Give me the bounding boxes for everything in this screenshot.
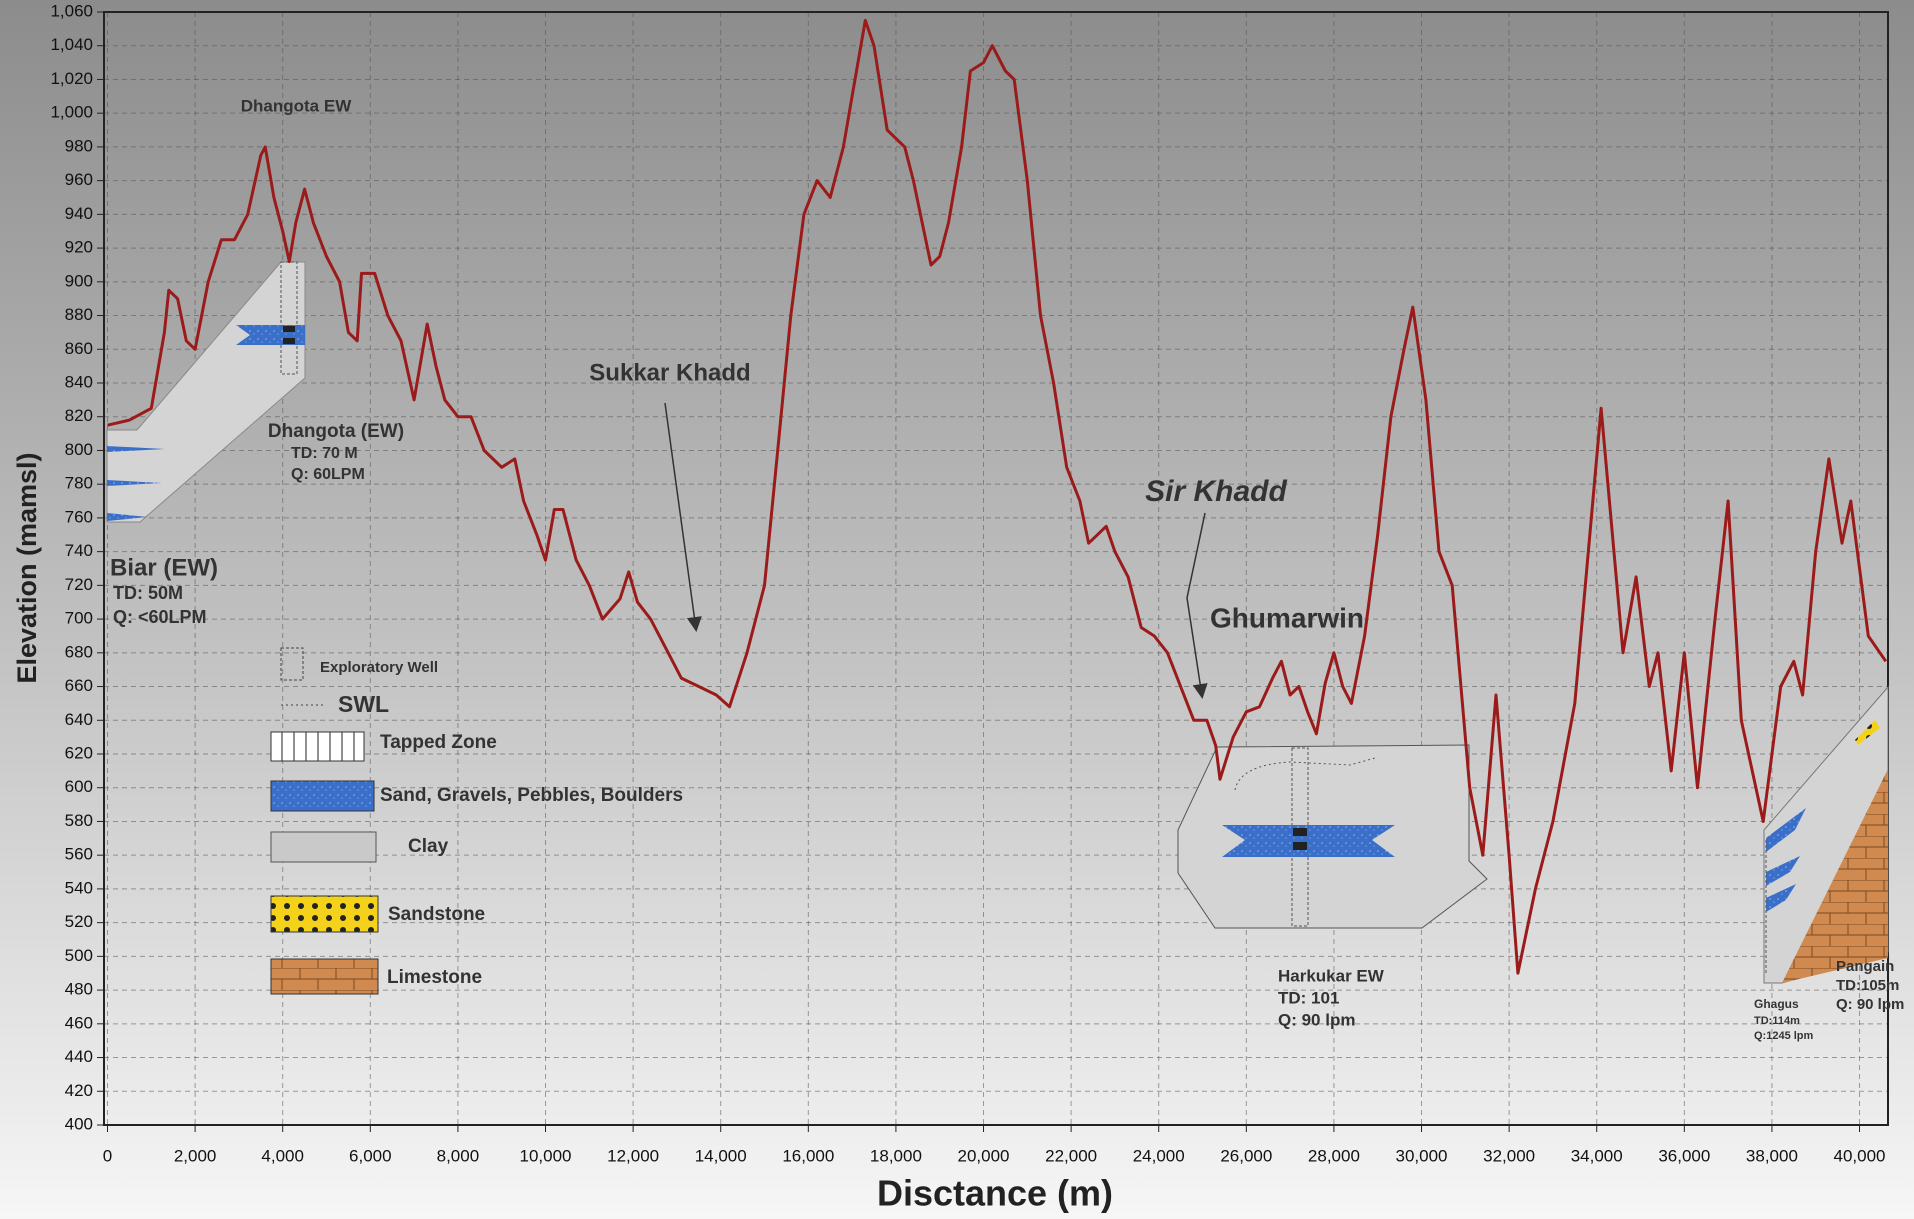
y-tick-label: 780 (65, 474, 93, 493)
x-tick-label: 34,000 (1571, 1146, 1623, 1165)
x-tick-label: 24,000 (1133, 1146, 1185, 1165)
elevation-line (107, 18, 1888, 975)
x-axis-title: Disctance (m) (877, 1173, 1113, 1214)
y-tick-label: 520 (65, 912, 93, 931)
annotation: Ghumarwin (1210, 602, 1364, 633)
legend-symbols (270, 647, 379, 995)
legend-label: Exploratory Well (320, 659, 438, 676)
x-tick-label: 14,000 (695, 1146, 747, 1165)
y-tick-label: 620 (65, 743, 93, 762)
annotations: Dhangota EW Dhangota (EW) TD: 70 M Q: 60… (110, 96, 1904, 1041)
annotation: Pangain (1836, 958, 1894, 975)
annotation: Dhangota (EW) (268, 421, 404, 442)
x-tick-label: 40,000 (1834, 1146, 1886, 1165)
x-tick-label: 32,000 (1483, 1146, 1535, 1165)
annotation: Sukkar Khadd (589, 359, 750, 386)
annotation: Q: 90 lpm (1836, 996, 1904, 1013)
y-tick-label: 680 (65, 642, 93, 661)
arrow (664, 402, 702, 632)
annotation: Dhangota EW (241, 96, 352, 115)
x-tick-label: 20,000 (958, 1146, 1010, 1165)
y-axis-title: Elevation (mamsl) (12, 452, 42, 683)
annotation: Q: <60LPM (113, 607, 207, 627)
annotation: Sir Khadd (1145, 475, 1287, 508)
y-tick-label: 720 (65, 575, 93, 594)
arrow (1186, 512, 1208, 699)
legend-label: Sand, Gravels, Pebbles, Boulders (380, 785, 683, 806)
y-tick-label: 580 (65, 811, 93, 830)
x-tick-label: 8,000 (437, 1146, 480, 1165)
annotation: Biar (EW) (110, 554, 218, 581)
y-tick-label: 700 (65, 609, 93, 628)
annotation: TD:114m (1754, 1015, 1800, 1027)
y-tick-label: 460 (65, 1013, 93, 1032)
x-tick-label: 12,000 (607, 1146, 659, 1165)
y-tick-label: 800 (65, 440, 93, 459)
x-tick-label: 26,000 (1220, 1146, 1272, 1165)
x-tick-label: 38,000 (1746, 1146, 1798, 1165)
annotation: Harkukar EW (1278, 966, 1385, 985)
annotation: Q: 60LPM (291, 466, 365, 483)
y-tick-label: 760 (65, 507, 93, 526)
y-tick-label: 900 (65, 271, 93, 290)
y-tick-label: 820 (65, 406, 93, 425)
y-tick-label: 640 (65, 710, 93, 729)
y-tick-label: 660 (65, 676, 93, 695)
annotation: TD:105m (1836, 977, 1899, 994)
x-tick-label: 18,000 (870, 1146, 922, 1165)
annotation: TD: 70 M (291, 445, 358, 462)
legend-label: Sandstone (388, 904, 485, 925)
x-tick-label: 36,000 (1658, 1146, 1710, 1165)
y-tick-label: 420 (65, 1081, 93, 1100)
well-diagrams (106, 261, 1889, 984)
y-tick-label: 600 (65, 777, 93, 796)
x-tick-label: 4,000 (261, 1146, 304, 1165)
x-tick-label: 10,000 (520, 1146, 572, 1165)
annotation: Q:1245 lpm (1754, 1030, 1814, 1042)
x-tick-label: 28,000 (1308, 1146, 1360, 1165)
y-tick-label: 1,040 (50, 35, 93, 54)
annotation: Ghagus (1754, 997, 1799, 1011)
legend-label: SWL (338, 691, 389, 717)
x-tick-label: 22,000 (1045, 1146, 1097, 1165)
x-tick-label: 30,000 (1396, 1146, 1448, 1165)
y-tick-label: 880 (65, 305, 93, 324)
x-tick-label: 0 (103, 1146, 112, 1165)
legend-label: Tapped Zone (380, 732, 497, 753)
annotation: TD: 50M (113, 583, 183, 603)
x-tick-label: 2,000 (174, 1146, 217, 1165)
legend: Exploratory Well SWL Tapped Zone Sand, G… (320, 659, 683, 988)
legend-label: Clay (408, 836, 449, 857)
y-tick-label: 960 (65, 170, 93, 189)
x-tick-label: 6,000 (349, 1146, 392, 1165)
y-tick-label: 740 (65, 541, 93, 560)
annotation: Q: 90 lpm (1278, 1010, 1355, 1029)
x-tick-label: 16,000 (782, 1146, 834, 1165)
y-tick-label: 1,000 (50, 103, 93, 122)
y-tick-label: 1,060 (50, 1, 93, 20)
y-tick-label: 500 (65, 946, 93, 965)
plot-frame (103, 11, 1889, 1126)
y-tick-label: 860 (65, 339, 93, 358)
y-tick-label: 480 (65, 980, 93, 999)
y-tick-label: 560 (65, 845, 93, 864)
y-tick-label: 840 (65, 372, 93, 391)
y-tick-label: 1,020 (50, 69, 93, 88)
annotation: TD: 101 (1278, 988, 1339, 1007)
legend-label: Limestone (387, 967, 482, 988)
y-tick-label: 920 (65, 238, 93, 257)
y-tick-label: 400 (65, 1114, 93, 1133)
y-tick-label: 440 (65, 1047, 93, 1066)
y-tick-label: 940 (65, 204, 93, 223)
y-tick-label: 540 (65, 878, 93, 897)
y-tick-label: 980 (65, 136, 93, 155)
